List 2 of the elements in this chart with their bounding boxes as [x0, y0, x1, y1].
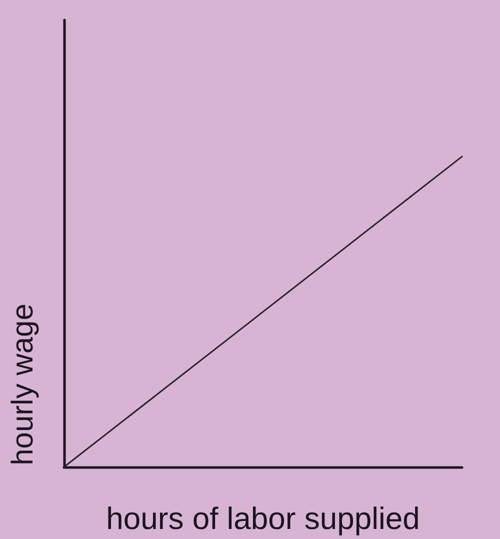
x-axis-title: hours of labor supplied [106, 501, 420, 536]
y-axis-title: hourly wage [6, 304, 40, 466]
